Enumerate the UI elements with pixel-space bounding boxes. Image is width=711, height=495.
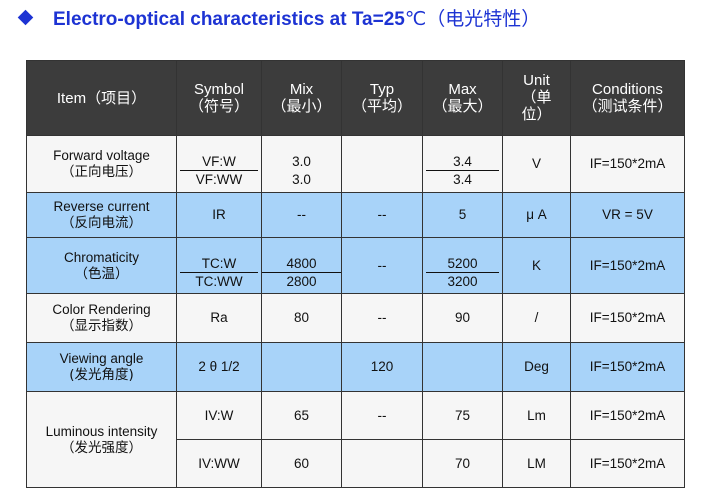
cell-typ bbox=[341, 135, 423, 193]
cell-unit: / bbox=[502, 293, 571, 343]
header-max: Max （最大） bbox=[422, 60, 503, 136]
header-mix: Mix （最小） bbox=[261, 60, 342, 136]
cell-symbol: Ra bbox=[176, 293, 262, 343]
cell-item: Reverse current （反向电流） bbox=[26, 192, 177, 238]
cell-conditions: IF=150*2mA bbox=[570, 439, 685, 488]
cell-conditions: IF=150*2mA bbox=[570, 342, 685, 392]
cell-min: 65 bbox=[261, 391, 342, 440]
cell-unit: Lm bbox=[502, 391, 571, 440]
row-viewing-angle: Viewing angle (发光角度) 2 θ 1/2 120 Deg IF=1… bbox=[26, 342, 685, 392]
cell-max: 5200 3200 bbox=[422, 237, 503, 294]
section-title: Electro-optical characteristics at Ta=25… bbox=[14, 4, 540, 30]
cell-unit: μ A bbox=[502, 192, 571, 238]
cell-max: 5 bbox=[422, 192, 503, 238]
cell-item: Color Rendering （显示指数） bbox=[26, 293, 177, 343]
cell-typ: -- bbox=[341, 192, 423, 238]
cell-item: Luminous intensity （发光强度） bbox=[26, 391, 177, 488]
row-luminous-intensity-ww: IV:WW 60 70 LM IF=150*2mA bbox=[27, 439, 685, 488]
cell-conditions: VR = 5V bbox=[570, 192, 685, 238]
cell-typ: -- bbox=[341, 293, 423, 343]
header-row: Item（项目） Symbol （符号） Mix （最小） Typ （平均） Max （… bbox=[26, 60, 685, 136]
header-typ: Typ （平均） bbox=[341, 60, 423, 136]
cell-typ: 120 bbox=[341, 342, 423, 392]
cell-unit: K bbox=[502, 237, 571, 294]
cell-symbol: IR bbox=[176, 192, 262, 238]
cell-min: 3.0 3.0 bbox=[261, 135, 342, 193]
cell-max: 75 bbox=[422, 391, 503, 440]
cell-min: -- bbox=[261, 192, 342, 238]
row-forward-voltage: Forward voltage （正向电压） VF:W VF:WW 3.0 3.0 3… bbox=[26, 135, 685, 193]
header-symbol: Symbol （符号） bbox=[176, 60, 262, 136]
cell-max: 3.4 3.4 bbox=[422, 135, 503, 193]
cell-symbol: TC:W TC:WW bbox=[176, 237, 262, 294]
header-unit: Unit （单 位） bbox=[502, 60, 571, 136]
cell-max: 70 bbox=[422, 439, 503, 488]
diamond-bullet-icon bbox=[17, 9, 34, 25]
cell-item: Forward voltage （正向电压） bbox=[26, 135, 177, 193]
cell-max bbox=[422, 342, 503, 392]
row-reverse-current: Reverse current （反向电流） IR -- -- 5 μ A VR … bbox=[26, 192, 685, 238]
cell-symbol: IV:WW bbox=[176, 439, 262, 488]
cell-item: Chromaticity （色温） bbox=[26, 237, 177, 294]
cell-conditions: IF=150*2mA bbox=[570, 135, 685, 193]
cell-min: 60 bbox=[261, 439, 342, 488]
header-item: Item（项目） bbox=[26, 60, 177, 136]
header-conditions: Conditions （测试条件） bbox=[570, 60, 685, 136]
cell-min: 4800 2800 bbox=[261, 237, 342, 294]
cell-conditions: IF=150*2mA bbox=[570, 391, 685, 440]
cell-conditions: IF=150*2mA bbox=[570, 293, 685, 343]
cell-conditions: IF=150*2mA bbox=[570, 237, 685, 294]
cell-symbol: VF:W VF:WW bbox=[176, 135, 262, 193]
cell-typ: -- bbox=[341, 391, 423, 440]
cell-item: Viewing angle (发光角度) bbox=[26, 342, 177, 392]
cell-min: 80 bbox=[261, 293, 342, 343]
cell-min bbox=[261, 342, 342, 392]
row-chromaticity: Chromaticity （色温） TC:W TC:WW 4800 2800 -- 5… bbox=[26, 237, 685, 294]
characteristics-table: Item（项目） Symbol （符号） Mix （最小） Typ （平均） Max （… bbox=[26, 60, 685, 488]
cell-unit: Deg bbox=[502, 342, 571, 392]
cell-unit: V bbox=[502, 135, 571, 193]
cell-symbol: 2 θ 1/2 bbox=[176, 342, 262, 392]
cell-unit: LM bbox=[502, 439, 571, 488]
cell-symbol: IV:W bbox=[176, 391, 262, 440]
title-text: Electro-optical characteristics at Ta=25… bbox=[53, 7, 541, 30]
row-luminous-intensity-w: Luminous intensity （发光强度） IV:W 65 -- 75 L… bbox=[26, 391, 685, 488]
row-color-rendering: Color Rendering （显示指数） Ra 80 -- 90 / IF=1… bbox=[26, 293, 685, 343]
cell-typ: -- bbox=[341, 237, 423, 294]
cell-max: 90 bbox=[422, 293, 503, 343]
cell-typ bbox=[341, 439, 423, 488]
